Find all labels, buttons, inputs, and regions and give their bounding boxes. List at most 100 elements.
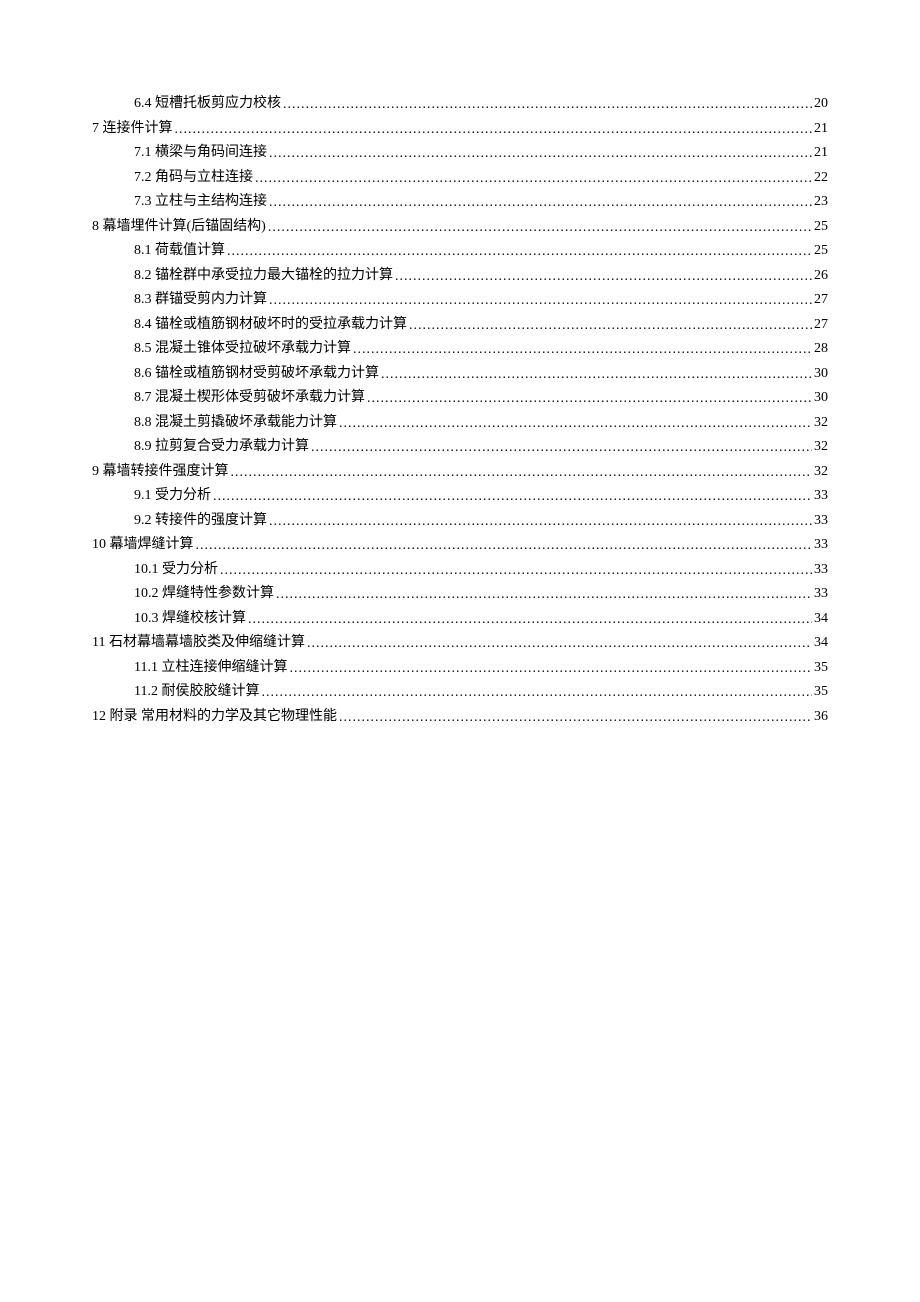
toc-entry: 7.3 立柱与主结构连接 23 (92, 190, 828, 215)
toc-entry-page: 32 (814, 460, 828, 485)
toc-entry-page: 20 (814, 92, 828, 117)
toc-leader-dots (269, 191, 812, 216)
toc-entry-label: 8.8 混凝土剪撬破坏承载能力计算 (134, 411, 337, 436)
toc-entry: 10 幕墙焊缝计算 33 (92, 533, 828, 558)
toc-entry-label: 9.1 受力分析 (134, 484, 211, 509)
toc-entry: 9.1 受力分析 33 (92, 484, 828, 509)
toc-entry-label: 12 附录 常用材料的力学及其它物理性能 (92, 705, 337, 730)
toc-leader-dots (311, 436, 812, 461)
toc-leader-dots (283, 93, 812, 118)
toc-leader-dots (409, 314, 812, 339)
toc-entry: 8.7 混凝土楔形体受剪破坏承载力计算 30 (92, 386, 828, 411)
toc-entry-page: 25 (814, 215, 828, 240)
toc-entry: 8.2 锚栓群中承受拉力最大锚栓的拉力计算 26 (92, 264, 828, 289)
toc-entry-page: 32 (814, 411, 828, 436)
toc-entry: 7.1 横梁与角码间连接21 (92, 141, 828, 166)
toc-entry: 8.8 混凝土剪撬破坏承载能力计算 32 (92, 411, 828, 436)
toc-entry-label: 10.1 受力分析 (134, 558, 218, 583)
toc-entry-label: 9.2 转接件的强度计算 (134, 509, 267, 534)
toc-leader-dots (353, 338, 812, 363)
toc-leader-dots (255, 167, 812, 192)
toc-entry: 7.2 角码与立柱连接 22 (92, 166, 828, 191)
toc-entry: 12 附录 常用材料的力学及其它物理性能 36 (92, 705, 828, 730)
toc-entry: 8.5 混凝土锥体受拉破坏承载力计算 28 (92, 337, 828, 362)
toc-entry-page: 33 (814, 533, 828, 558)
toc-entry-page: 27 (814, 288, 828, 313)
toc-entry-page: 25 (814, 239, 828, 264)
toc-leader-dots (213, 485, 812, 510)
toc-entry-label: 11.2 耐侯胶胶缝计算 (134, 680, 259, 705)
toc-leader-dots (220, 559, 812, 584)
toc-entry-page: 21 (814, 141, 828, 166)
toc-entry-page: 33 (814, 484, 828, 509)
toc-entry: 6.4 短槽托板剪应力校核 20 (92, 92, 828, 117)
toc-entry-page: 30 (814, 362, 828, 387)
toc-entry: 9 幕墙转接件强度计算 32 (92, 460, 828, 485)
toc-entry-label: 8.9 拉剪复合受力承载力计算 (134, 435, 309, 460)
toc-entry: 7 连接件计算 21 (92, 117, 828, 142)
toc-leader-dots (289, 657, 812, 682)
toc-entry-page: 34 (814, 607, 828, 632)
toc-entry-label: 9 幕墙转接件强度计算 (92, 460, 229, 485)
toc-leader-dots (268, 216, 812, 241)
toc-entry-page: 35 (814, 680, 828, 705)
toc-entry-label: 8.2 锚栓群中承受拉力最大锚栓的拉力计算 (134, 264, 393, 289)
toc-leader-dots (339, 706, 812, 731)
toc-entry: 11 石材幕墙幕墙胶类及伸缩缝计算34 (92, 631, 828, 656)
toc-entry-label: 10.2 焊缝特性参数计算 (134, 582, 274, 607)
toc-entry-page: 27 (814, 313, 828, 338)
toc-entry-page: 35 (814, 656, 828, 681)
toc-entry-page: 22 (814, 166, 828, 191)
toc-leader-dots (227, 240, 812, 265)
toc-entry-label: 10 幕墙焊缝计算 (92, 533, 194, 558)
toc-entry: 8.6 锚栓或植筋钢材受剪破坏承载力计算30 (92, 362, 828, 387)
toc-leader-dots (367, 387, 812, 412)
toc-entry: 9.2 转接件的强度计算 33 (92, 509, 828, 534)
toc-leader-dots (231, 461, 813, 486)
table-of-contents: 6.4 短槽托板剪应力校核207 连接件计算217.1 横梁与角码间连接217.… (92, 92, 828, 729)
toc-entry-label: 6.4 短槽托板剪应力校核 (134, 92, 281, 117)
toc-leader-dots (248, 608, 812, 633)
toc-entry-label: 8 幕墙埋件计算(后锚固结构) (92, 215, 266, 240)
toc-leader-dots (269, 142, 812, 167)
toc-leader-dots (269, 510, 812, 535)
toc-leader-dots (381, 363, 812, 388)
toc-entry-page: 33 (814, 582, 828, 607)
toc-entry: 10.1 受力分析 33 (92, 558, 828, 583)
toc-leader-dots (339, 412, 812, 437)
toc-entry-label: 8.5 混凝土锥体受拉破坏承载力计算 (134, 337, 351, 362)
toc-entry-page: 32 (814, 435, 828, 460)
toc-entry-label: 7 连接件计算 (92, 117, 173, 142)
toc-entry-label: 10.3 焊缝校核计算 (134, 607, 246, 632)
toc-entry-page: 30 (814, 386, 828, 411)
toc-entry-label: 8.4 锚栓或植筋钢材破坏时的受拉承载力计算 (134, 313, 407, 338)
toc-leader-dots (395, 265, 812, 290)
toc-entry-label: 7.3 立柱与主结构连接 (134, 190, 267, 215)
toc-leader-dots (261, 681, 812, 706)
toc-entry: 10.2 焊缝特性参数计算 33 (92, 582, 828, 607)
toc-entry-page: 33 (814, 558, 828, 583)
toc-entry-page: 28 (814, 337, 828, 362)
toc-entry: 10.3 焊缝校核计算 34 (92, 607, 828, 632)
toc-entry-label: 8.1 荷载值计算 (134, 239, 225, 264)
toc-leader-dots (276, 583, 812, 608)
toc-entry: 8.4 锚栓或植筋钢材破坏时的受拉承载力计算 27 (92, 313, 828, 338)
toc-entry-label: 8.3 群锚受剪内力计算 (134, 288, 267, 313)
toc-entry-page: 26 (814, 264, 828, 289)
toc-entry-page: 34 (814, 631, 828, 656)
toc-entry: 8.9 拉剪复合受力承载力计算 32 (92, 435, 828, 460)
toc-entry-label: 8.7 混凝土楔形体受剪破坏承载力计算 (134, 386, 365, 411)
toc-leader-dots (269, 289, 812, 314)
toc-entry-page: 23 (814, 190, 828, 215)
toc-leader-dots (196, 534, 813, 559)
toc-entry-page: 33 (814, 509, 828, 534)
toc-leader-dots (175, 118, 813, 143)
toc-entry-page: 36 (814, 705, 828, 730)
toc-entry: 11.1 立柱连接伸缩缝计算35 (92, 656, 828, 681)
toc-entry: 8.1 荷载值计算 25 (92, 239, 828, 264)
toc-entry-page: 21 (814, 117, 828, 142)
toc-entry-label: 7.2 角码与立柱连接 (134, 166, 253, 191)
toc-entry: 8.3 群锚受剪内力计算 27 (92, 288, 828, 313)
toc-entry: 8 幕墙埋件计算(后锚固结构) 25 (92, 215, 828, 240)
toc-entry: 11.2 耐侯胶胶缝计算 35 (92, 680, 828, 705)
